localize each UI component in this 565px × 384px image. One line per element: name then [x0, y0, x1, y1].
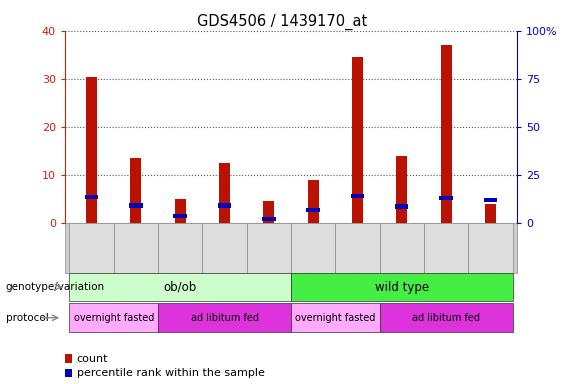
- Text: GDS4506 / 1439170_at: GDS4506 / 1439170_at: [197, 13, 368, 30]
- Bar: [395, 204, 408, 209]
- Bar: [440, 196, 453, 200]
- Bar: [173, 214, 187, 218]
- Bar: [129, 204, 142, 208]
- Bar: [85, 195, 98, 199]
- Text: percentile rank within the sample: percentile rank within the sample: [77, 368, 265, 378]
- Text: overnight fasted: overnight fasted: [73, 313, 154, 323]
- Bar: [262, 217, 276, 221]
- Bar: [175, 199, 186, 223]
- Bar: [396, 156, 407, 223]
- Bar: [86, 77, 97, 223]
- Text: wild type: wild type: [375, 281, 429, 293]
- Text: ad libitum fed: ad libitum fed: [190, 313, 259, 323]
- Bar: [484, 198, 497, 202]
- Bar: [306, 208, 320, 212]
- Bar: [352, 57, 363, 223]
- Text: count: count: [77, 354, 108, 364]
- Bar: [218, 204, 231, 208]
- Bar: [351, 194, 364, 198]
- Text: ob/ob: ob/ob: [163, 281, 197, 293]
- Text: ad libitum fed: ad libitum fed: [412, 313, 480, 323]
- Bar: [441, 45, 451, 223]
- Text: overnight fasted: overnight fasted: [295, 313, 376, 323]
- Bar: [131, 158, 141, 223]
- Bar: [308, 180, 319, 223]
- Bar: [485, 204, 496, 223]
- Text: protocol: protocol: [6, 313, 49, 323]
- Text: genotype/variation: genotype/variation: [6, 282, 105, 292]
- Bar: [219, 163, 230, 223]
- Bar: [263, 201, 274, 223]
